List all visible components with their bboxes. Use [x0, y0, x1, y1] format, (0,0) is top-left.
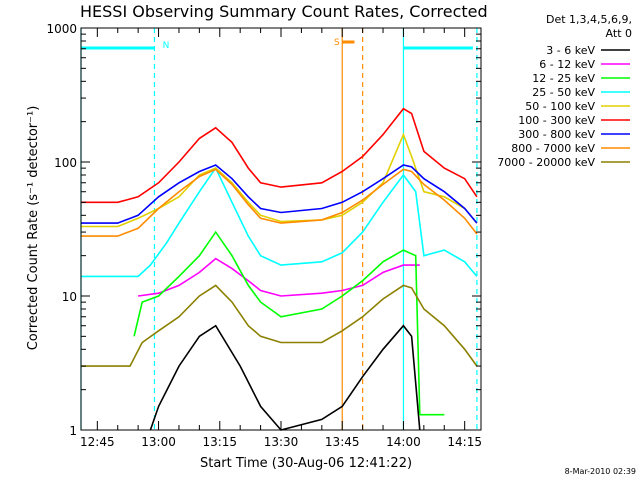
y-tick-label: 1000: [46, 22, 77, 36]
legend-label-7: 300 - 800 keV: [518, 128, 595, 141]
y-tick-label: 100: [54, 156, 77, 170]
x-axis-label: Start Time (30-Aug-06 12:41:22): [200, 456, 412, 471]
legend-label-2: 6 - 12 keV: [539, 58, 595, 71]
legend-label-6: 100 - 300 keV: [518, 114, 595, 127]
y-axis-label: Corrected Count Rate (s⁻¹ detector⁻¹): [26, 106, 41, 351]
axes: 1 10 100 1000 12:45 13:00 13:15 13:30 13:45 14:00…: [46, 22, 482, 449]
night-marker-label: N: [163, 41, 170, 51]
legend-header-detectors: Det 1,3,4,5,6,9,: [546, 13, 632, 26]
x-tick-label: 14:15: [447, 435, 482, 449]
x-tick-label: 13:00: [141, 435, 176, 449]
series-line-4: [81, 166, 478, 278]
x-tick-label: 13:45: [325, 435, 360, 449]
x-tick-label: 13:15: [202, 435, 237, 449]
y-tick-label: 10: [62, 290, 77, 304]
x-tick-label: 13:30: [264, 435, 299, 449]
series-line-8: [81, 168, 478, 237]
chart-title: HESSI Observing Summary Count Rates, Cor…: [80, 2, 488, 21]
legend-label-3: 12 - 25 keV: [532, 72, 595, 85]
legend-label-1: 3 - 6 keV: [546, 44, 595, 57]
series-line-1: [149, 324, 421, 431]
saa-marker-label: S: [334, 38, 340, 48]
series-line-2: [137, 257, 420, 297]
legend-label-4: 25 - 50 keV: [532, 86, 595, 99]
y-tick-label: 1: [69, 424, 77, 438]
series-line-7: [81, 164, 478, 224]
series-line-3: [133, 230, 445, 416]
legend-label-5: 50 - 100 keV: [525, 100, 595, 113]
legend-header-attenuator: Att 0: [606, 27, 632, 40]
series-line-6: [81, 107, 478, 204]
x-tick-label: 12:45: [80, 435, 115, 449]
legend-label-9: 7000 - 20000 keV: [497, 156, 595, 169]
legend-label-8: 800 - 7000 keV: [511, 142, 595, 155]
x-tick-label: 14:00: [386, 435, 421, 449]
timestamp: 8-Mar-2010 02:39: [565, 467, 636, 476]
series-line-9: [81, 284, 478, 367]
